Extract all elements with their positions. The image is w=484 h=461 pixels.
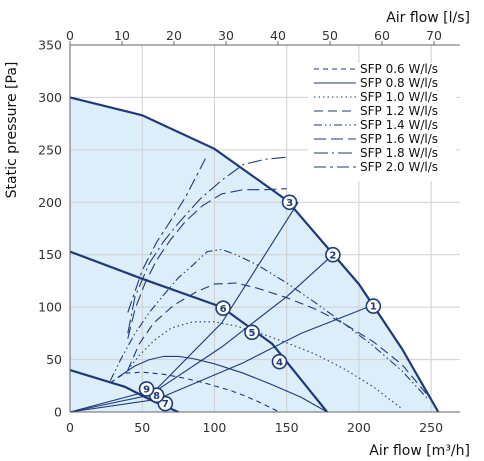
legend-entry: SFP 1.6 W/l/s — [360, 132, 438, 146]
y-tick-label: 150 — [38, 247, 62, 262]
sfp-series-line — [110, 371, 280, 413]
x-tick-label: 200 — [347, 420, 371, 435]
y-axis-label: Static pressure [Pa] — [4, 62, 20, 199]
sfp-series-line — [127, 188, 287, 339]
operating-point-label: 4 — [276, 357, 283, 368]
operating-point-label: 2 — [329, 250, 336, 261]
operating-point-label: 5 — [249, 328, 256, 339]
y-tick-label: 100 — [38, 300, 62, 315]
sfp-series-line — [127, 321, 403, 410]
legend-entry: SFP 1.4 W/l/s — [360, 118, 438, 132]
legend-entry: SFP 1.2 W/l/s — [360, 104, 438, 118]
x-tick-label: 0 — [66, 420, 74, 435]
sfp-series-line — [127, 282, 432, 400]
operating-point-label: 6 — [220, 304, 227, 315]
operating-point-marker — [325, 246, 341, 263]
top-x-tick-label: 10 — [114, 28, 130, 43]
operating-point-label: 3 — [286, 198, 293, 209]
top-x-tick-label: 50 — [322, 28, 338, 43]
y-tick-label: 0 — [54, 405, 62, 420]
y-tick-label: 250 — [38, 142, 62, 157]
operating-point-label: 7 — [162, 399, 169, 410]
legend-entry: SFP 2.0 W/l/s — [360, 160, 438, 174]
legend-entry: SFP 0.8 W/l/s — [360, 76, 438, 90]
operating-point-marker — [365, 298, 382, 314]
legend-entry: SFP 1.0 W/l/s — [360, 90, 438, 104]
x-tick-label: 150 — [275, 420, 299, 435]
legend-entry: SFP 1.8 W/l/s — [360, 146, 438, 160]
top-x-tick-label: 20 — [166, 28, 182, 43]
top-x-axis-label: Air flow [l/s] — [386, 10, 470, 26]
top-x-tick-label: 30 — [218, 28, 234, 43]
legend-entry: SFP 0.6 W/l/s — [360, 62, 438, 76]
operating-point-label: 8 — [153, 391, 160, 402]
operating-point-marker — [138, 381, 155, 397]
axes: 0 50 100 150 200 250 0 10 20 30 40 50 60 70 0 50 100 150 2… — [38, 28, 460, 435]
sfp-series-line — [117, 355, 328, 413]
y-tick-label: 350 — [38, 38, 62, 53]
operating-point-marker — [244, 324, 260, 341]
x-tick-label: 250 — [419, 420, 443, 435]
operating-point-marker — [271, 353, 288, 370]
operating-point-marker — [281, 194, 298, 211]
top-x-tick-label: 70 — [426, 28, 442, 43]
operating-point-marker — [215, 300, 231, 316]
system-curves — [69, 202, 374, 413]
system-curve — [69, 254, 334, 413]
operating-point-label: 9 — [143, 385, 150, 396]
operating-point-label: 1 — [370, 302, 377, 313]
y-tick-label: 300 — [38, 90, 62, 105]
operating-point-markers: 1 2 3 4 5 6 789 — [138, 194, 382, 412]
x-tick-label: 50 — [134, 420, 150, 435]
x-tick-label: 100 — [203, 420, 227, 435]
top-x-tick-label: 40 — [270, 28, 286, 43]
system-curve — [69, 304, 374, 413]
top-x-tick-label: 60 — [374, 28, 390, 43]
x-axis-label: Air flow [m³/h] — [369, 443, 470, 459]
top-x-tick-label: 0 — [66, 28, 74, 43]
system-curve — [69, 202, 299, 413]
y-tick-label: 50 — [46, 352, 62, 367]
y-tick-label: 200 — [38, 195, 62, 210]
